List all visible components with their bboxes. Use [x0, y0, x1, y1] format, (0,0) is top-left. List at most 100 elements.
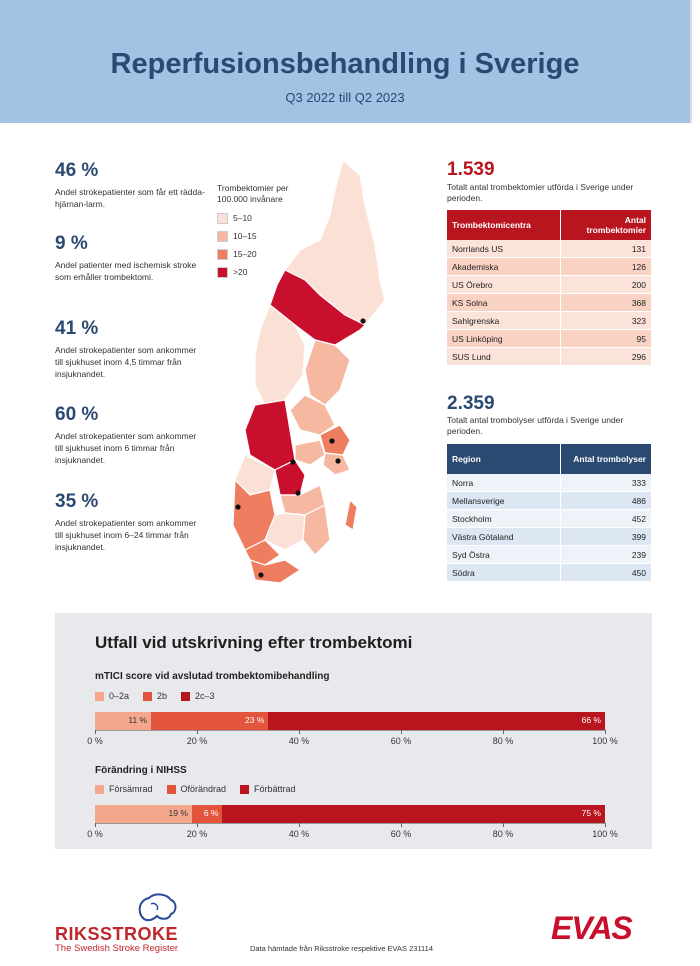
- stacked-bar: 11 % 23 % 66 %: [95, 712, 605, 730]
- legend-swatch: [240, 784, 250, 794]
- table-cell: 399: [560, 527, 652, 546]
- legend-item: >20: [217, 263, 307, 281]
- legend-swatch: [181, 691, 191, 701]
- data-label: 6 %: [203, 808, 219, 818]
- sweden-map: [232, 158, 386, 584]
- table-cell: Norra: [447, 474, 561, 492]
- tick-mark: [605, 730, 606, 734]
- legend-label: >20: [233, 267, 248, 277]
- legend-swatch: [217, 212, 228, 224]
- legend-label: 0–2a: [109, 691, 130, 701]
- x-axis: 0 % 20 % 40 % 60 % 80 % 100 %: [87, 730, 618, 750]
- page-header: Reperfusionsbehandling i Sverige Q3 2022…: [0, 0, 692, 123]
- legend-item: 2b: [143, 691, 167, 701]
- centre-us-linkoping: [295, 490, 301, 496]
- centre-norrlands-us: [360, 318, 366, 324]
- centre-akademiska: [329, 438, 335, 444]
- table-row: Norra 333: [447, 474, 652, 492]
- chart-legend: 0–2a 2b 2c–3: [95, 691, 229, 701]
- bar-segment: 6 %: [191, 805, 223, 823]
- table-cell: 452: [560, 509, 652, 528]
- table-row: US Linköping 95: [447, 329, 652, 348]
- legend-swatch: [166, 784, 176, 794]
- table-row: SUS Lund 296: [447, 347, 652, 366]
- tick-mark: [299, 730, 300, 734]
- page-title: Reperfusionsbehandling i Sverige: [110, 48, 580, 80]
- data-label: 66 %: [581, 715, 601, 725]
- table-cell: 333: [560, 474, 652, 492]
- region-stockholm: [322, 452, 351, 476]
- tick-label: 0 %: [87, 829, 103, 839]
- tick-mark: [197, 823, 198, 827]
- centre-sahlgrenska: [235, 504, 241, 510]
- stat-value: 35 %: [55, 491, 99, 512]
- legend-label: 10–15: [233, 231, 257, 241]
- region-vasternorrland: [304, 339, 351, 406]
- tick-label: 20 %: [186, 829, 208, 839]
- legend-item: 15–20: [217, 245, 307, 263]
- legend-item: 0–2a: [95, 691, 129, 701]
- tick-mark: [197, 730, 198, 734]
- tick-mark: [95, 823, 96, 827]
- data-label: 19 %: [168, 808, 188, 818]
- map-legend-title: Trombektomier per 100.000 invånare: [217, 183, 289, 204]
- stat-value: 41 %: [55, 318, 99, 339]
- chart-legend: Försämrad Oförändrad Förbättrad: [95, 784, 310, 794]
- region-vastmanland: [294, 439, 326, 466]
- centre-sus-lund: [258, 572, 264, 578]
- region-kalmar: [302, 504, 331, 556]
- thrombolysis-total: 2.359: [447, 393, 495, 414]
- page-subtitle: Q3 2022 till Q2 2023: [285, 90, 405, 105]
- legend-swatch: [217, 248, 228, 260]
- legend-swatch: [217, 230, 228, 242]
- bar-segment: 11 %: [95, 712, 152, 730]
- bar-segment: 23 %: [151, 712, 269, 730]
- outcome-title: Utfall vid utskrivning efter trombektomi: [95, 633, 413, 652]
- legend-swatch: [95, 784, 104, 794]
- stat-desc: Andel patienter med ischemisk stroke som…: [55, 260, 197, 282]
- table-cell: Mellansverige: [447, 491, 561, 510]
- legend-item: Försämrad: [95, 784, 153, 794]
- legend-label: 15–20: [233, 249, 257, 259]
- column-header: Antal trombolyser: [560, 444, 652, 474]
- table-cell: Syd Östra: [447, 545, 561, 564]
- table-cell: Sahlgrenska: [447, 311, 561, 330]
- legend-swatch: [217, 266, 228, 278]
- column-header: Region: [447, 444, 561, 474]
- region-skane: [249, 559, 302, 584]
- data-label: 11 %: [128, 715, 148, 725]
- data-source: Data hämtade från Riksstroke respektive …: [250, 944, 434, 953]
- axis-line: [95, 730, 605, 731]
- table-row: Norrlands US 131: [447, 240, 652, 258]
- legend-item: 2c–3: [181, 691, 215, 701]
- table-cell: 296: [560, 347, 652, 366]
- table-header: Region Antal trombolyser: [447, 444, 652, 474]
- stat-4h: 41 % Andel strokepatienter som ankommer …: [55, 318, 205, 380]
- legend-label: 5–10: [233, 213, 252, 223]
- brain-icon: [138, 893, 177, 922]
- legend-swatch: [143, 691, 153, 701]
- centre-ks-solna: [335, 458, 341, 464]
- legend-item: 5–10: [217, 209, 307, 227]
- table-row: Syd Östra 239: [447, 545, 652, 564]
- region-gotland: [344, 498, 358, 531]
- table-row: Mellansverige 486: [447, 491, 652, 510]
- legend-label: 2b: [157, 691, 168, 701]
- logo-name: RIKSSTROKE: [55, 924, 179, 944]
- evas-logo: EVAS: [551, 910, 633, 946]
- map-legend: Trombektomier per 100.000 invånare 5–10 …: [217, 183, 307, 281]
- outcome-panel: Utfall vid utskrivning efter trombektomi…: [55, 613, 652, 849]
- table-cell: 131: [560, 240, 652, 258]
- tick-mark: [299, 823, 300, 827]
- data-label: 75 %: [581, 808, 601, 818]
- tick-label: 80 %: [492, 736, 514, 746]
- tick-mark: [401, 823, 402, 827]
- stat-24h: 35 % Andel strokepatienter som ankommer …: [55, 491, 205, 553]
- table-header: Trombektomicentra Antal trombektomier: [447, 210, 652, 240]
- tick-label: 80 %: [492, 829, 514, 839]
- table-cell: Norrlands US: [447, 240, 561, 258]
- bar-segment: 75 %: [222, 805, 605, 823]
- legend-label: Oförändrad: [180, 784, 227, 794]
- table-cell: Västra Götaland: [447, 527, 561, 546]
- stat-6h: 60 % Andel strokepatienter som ankommer …: [55, 404, 205, 466]
